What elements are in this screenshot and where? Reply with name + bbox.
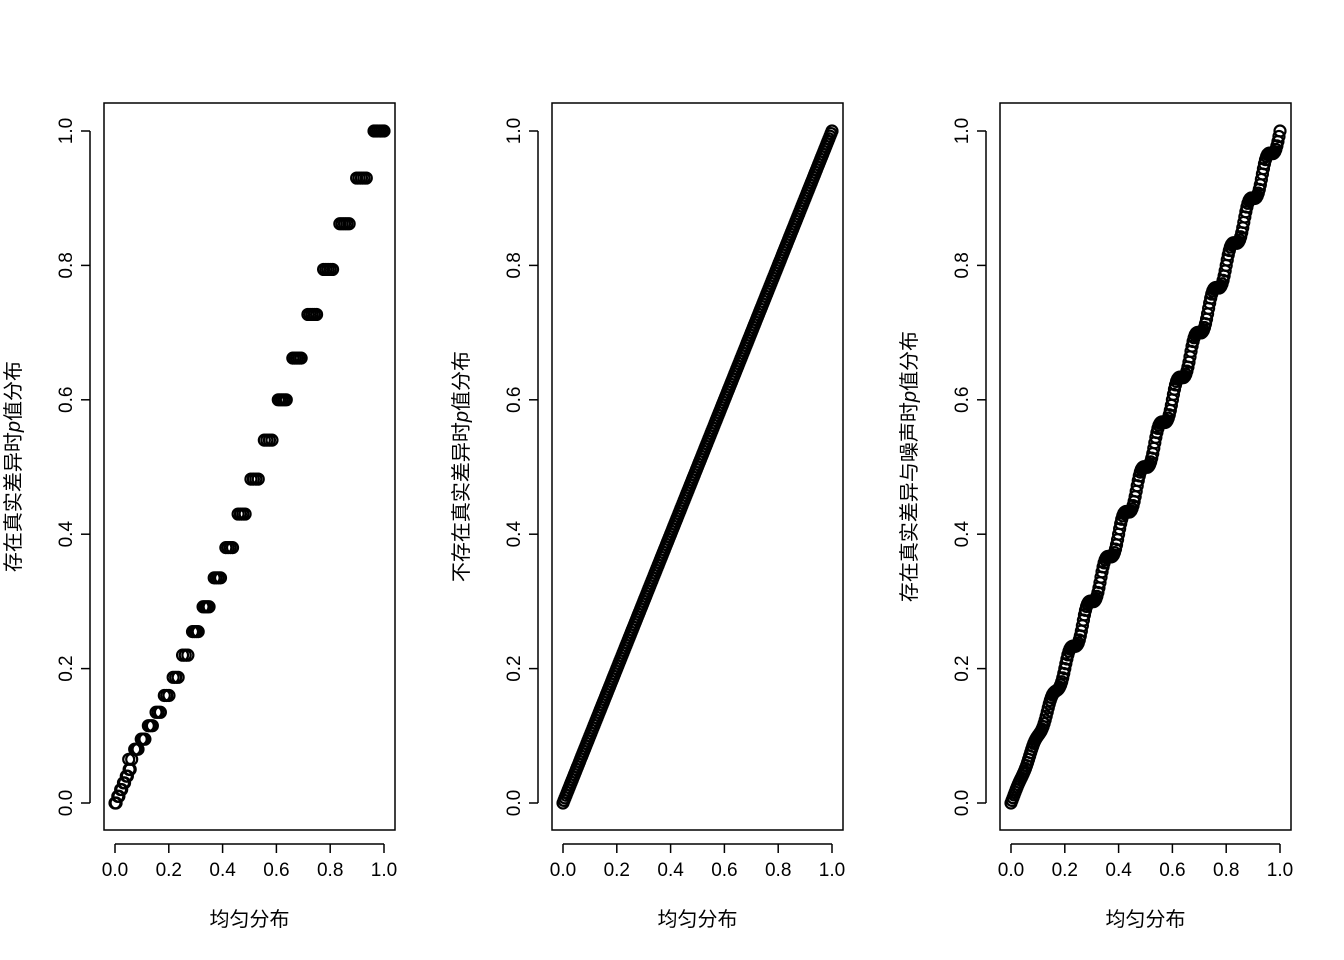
data-point	[1256, 162, 1271, 176]
panel-1: 0.0 0.2 0.4 0.6 0.8 1.0 0.0 0.2 0.4 0.6 0.8 1.0 均匀分布…	[2, 102, 397, 931]
data-point	[342, 217, 356, 231]
y-tick-label: 1.0	[504, 118, 525, 144]
y-axis-title-part: 值分布	[898, 331, 921, 391]
data-point	[181, 648, 195, 662]
y-tick-label: 1.0	[952, 118, 973, 144]
y-axis-title-part: 值分布	[2, 361, 25, 421]
x-tick-label: 0.0	[102, 860, 128, 881]
x-tick-label: 1.0	[371, 860, 397, 881]
data-point	[171, 670, 185, 684]
y-axis-title-part: p	[899, 391, 921, 403]
y-axis-title-part: 不存在真实差异时	[450, 422, 473, 582]
x-tick-label: 0.6	[263, 860, 289, 881]
data-points	[1004, 124, 1287, 810]
x-axis: 0.0 0.2 0.4 0.6 0.8 1.0	[998, 843, 1293, 881]
data-point	[825, 124, 839, 138]
data-point	[112, 789, 126, 803]
x-axis-title: 均匀分布	[1106, 908, 1186, 931]
data-point	[1273, 124, 1287, 138]
y-tick-label: 0.2	[56, 655, 77, 681]
y-tick-label: 0.6	[56, 387, 77, 413]
y-axis-title-part: p	[3, 421, 25, 433]
x-axis-title: 均匀分布	[658, 908, 738, 931]
x-axis: 0.0 0.2 0.4 0.6 0.8 1.0	[550, 843, 845, 881]
data-point	[251, 472, 265, 486]
x-tick-label: 1.0	[819, 860, 845, 881]
y-axis: 0.0 0.2 0.4 0.6 0.8 1.0	[504, 118, 539, 816]
data-point	[359, 171, 373, 185]
data-point	[117, 776, 132, 790]
y-tick-label: 0.4	[952, 521, 973, 548]
data-point	[325, 262, 340, 277]
data-point	[1149, 430, 1163, 445]
data-point	[213, 571, 228, 585]
data-points	[108, 124, 391, 810]
y-axis-title: 存在真实差异与噪声时p值分布	[898, 331, 921, 602]
x-tick-label: 0.6	[711, 860, 737, 881]
data-point	[120, 769, 134, 783]
y-tick-label: 0.8	[504, 252, 525, 278]
data-point	[153, 705, 167, 719]
y-axis-title-part: 存在真实差异时	[2, 432, 25, 572]
x-tick-label: 0.6	[1159, 860, 1185, 881]
data-point	[377, 124, 391, 138]
y-axis-title-part: p	[451, 411, 473, 423]
y-tick-label: 0.4	[56, 521, 77, 548]
x-tick-label: 0.2	[1052, 860, 1078, 881]
data-point	[265, 433, 279, 447]
x-tick-label: 0.0	[998, 860, 1024, 881]
y-tick-label: 0.2	[504, 655, 525, 681]
y-tick-label: 0.0	[504, 790, 525, 816]
panel-3: 0.0 0.2 0.4 0.6 0.8 1.0 0.0 0.2 0.4 0.6 0.8 1.0 均匀分布…	[898, 102, 1293, 931]
x-tick-label: 1.0	[1267, 860, 1293, 881]
data-point	[145, 719, 159, 733]
data-point	[138, 732, 152, 746]
y-tick-label: 0.6	[952, 387, 973, 413]
data-point	[1203, 296, 1217, 310]
x-tick-label: 0.4	[209, 860, 236, 881]
data-point	[191, 625, 205, 639]
data-point	[115, 782, 129, 797]
data-points	[556, 124, 839, 810]
x-tick-label: 0.0	[550, 860, 576, 881]
data-point	[1095, 565, 1109, 579]
data-point	[279, 393, 293, 407]
y-axis-title: 不存在真实差异时p值分布	[450, 351, 473, 582]
x-tick-label: 0.4	[657, 860, 684, 881]
y-tick-label: 0.4	[504, 521, 525, 548]
data-point	[1272, 129, 1286, 144]
y-tick-label: 0.8	[56, 252, 77, 278]
y-tick-label: 0.8	[952, 252, 973, 278]
y-axis-title-part: 存在真实差异与噪声时	[898, 402, 921, 602]
data-point	[225, 541, 240, 555]
x-tick-label: 0.2	[604, 860, 630, 881]
x-axis: 0.0 0.2 0.4 0.6 0.8 1.0	[102, 843, 397, 881]
y-tick-label: 1.0	[56, 118, 77, 144]
x-tick-label: 0.8	[317, 860, 343, 881]
x-tick-label: 0.4	[1105, 860, 1132, 881]
data-point	[309, 307, 324, 322]
data-point	[162, 688, 176, 703]
y-axis-title-part: 值分布	[450, 351, 473, 411]
x-tick-label: 0.8	[1213, 860, 1239, 881]
plot-frame	[551, 102, 844, 831]
panel-2: 0.0 0.2 0.4 0.6 0.8 1.0 0.0 0.2 0.4 0.6 0.8 1.0 均匀分布…	[450, 102, 845, 931]
data-point	[202, 600, 216, 614]
plot-frame	[999, 102, 1292, 831]
x-tick-label: 0.2	[156, 860, 182, 881]
y-axis: 0.0 0.2 0.4 0.6 0.8 1.0	[56, 118, 91, 816]
y-tick-label: 0.6	[504, 387, 525, 413]
plot-frame	[103, 102, 396, 831]
y-axis: 0.0 0.2 0.4 0.6 0.8 1.0	[952, 118, 987, 816]
y-tick-label: 0.0	[952, 790, 973, 816]
data-point	[109, 796, 123, 810]
data-point	[238, 507, 252, 521]
data-point	[294, 351, 308, 365]
y-tick-label: 0.2	[952, 655, 973, 681]
y-tick-label: 0.0	[56, 790, 77, 816]
y-axis-title: 存在真实差异时p值分布	[2, 361, 25, 572]
x-axis-title: 均匀分布	[210, 908, 290, 931]
x-tick-label: 0.8	[765, 860, 791, 881]
